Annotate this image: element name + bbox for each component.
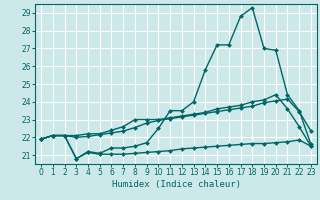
X-axis label: Humidex (Indice chaleur): Humidex (Indice chaleur)	[111, 180, 241, 189]
